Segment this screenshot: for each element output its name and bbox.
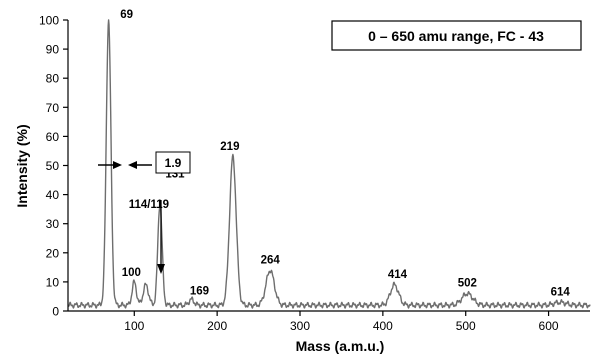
peak-label: 69 [120, 9, 133, 21]
x-tick-label: 600 [539, 319, 559, 333]
chart-title: 0 – 650 amu range, FC - 43 [368, 28, 544, 44]
x-tick-label: 200 [207, 319, 227, 333]
left-arrow-head [113, 161, 122, 169]
y-tick-label: 100 [39, 14, 59, 28]
y-tick-label: 70 [46, 101, 60, 115]
y-axis-label: Intensity (%) [14, 124, 30, 207]
x-tick-label: 300 [290, 319, 310, 333]
peak-arrow-head [157, 264, 165, 274]
y-tick-label: 0 [52, 305, 59, 319]
x-tick-label: 500 [456, 319, 476, 333]
x-tick-label: 100 [124, 319, 144, 333]
peak-label: 169 [190, 285, 209, 297]
title-box-border [331, 20, 582, 51]
x-axis-label: Mass (a.m.u.) [296, 338, 385, 354]
y-tick-label: 60 [46, 130, 60, 144]
peak-label: 614 [551, 286, 571, 298]
y-tick-label: 20 [46, 246, 60, 260]
peak-label: 219 [220, 141, 239, 153]
width-value-box [155, 151, 191, 174]
peak-label: 502 [458, 278, 477, 290]
y-tick-label: 30 [46, 217, 60, 231]
peak-label: 414 [388, 269, 408, 281]
spectrum-series-line [67, 19, 591, 309]
x-tick-label: 400 [373, 319, 393, 333]
x-axis-ticks: 100 200 300 400 500 600 [124, 311, 559, 333]
peak-label: 114/119 [129, 199, 169, 211]
peak-label: 264 [261, 254, 281, 266]
y-axis-ticks: 0 10 20 30 40 50 60 70 80 90 100 [39, 14, 68, 319]
y-tick-label: 80 [46, 72, 60, 86]
y-tick-label: 40 [46, 188, 60, 202]
peak-width-annotation: 1.9 [98, 151, 191, 174]
y-tick-label: 10 [46, 275, 60, 289]
peak-label: 100 [122, 267, 141, 279]
right-arrow-head [128, 161, 137, 169]
peak-arrow-annotation [157, 200, 165, 274]
y-tick-label: 50 [46, 159, 60, 173]
y-tick-label: 90 [46, 43, 60, 57]
width-value: 1.9 [165, 156, 182, 170]
plot-area [67, 19, 591, 309]
title-box: 0 – 650 amu range, FC - 43 [331, 20, 582, 51]
